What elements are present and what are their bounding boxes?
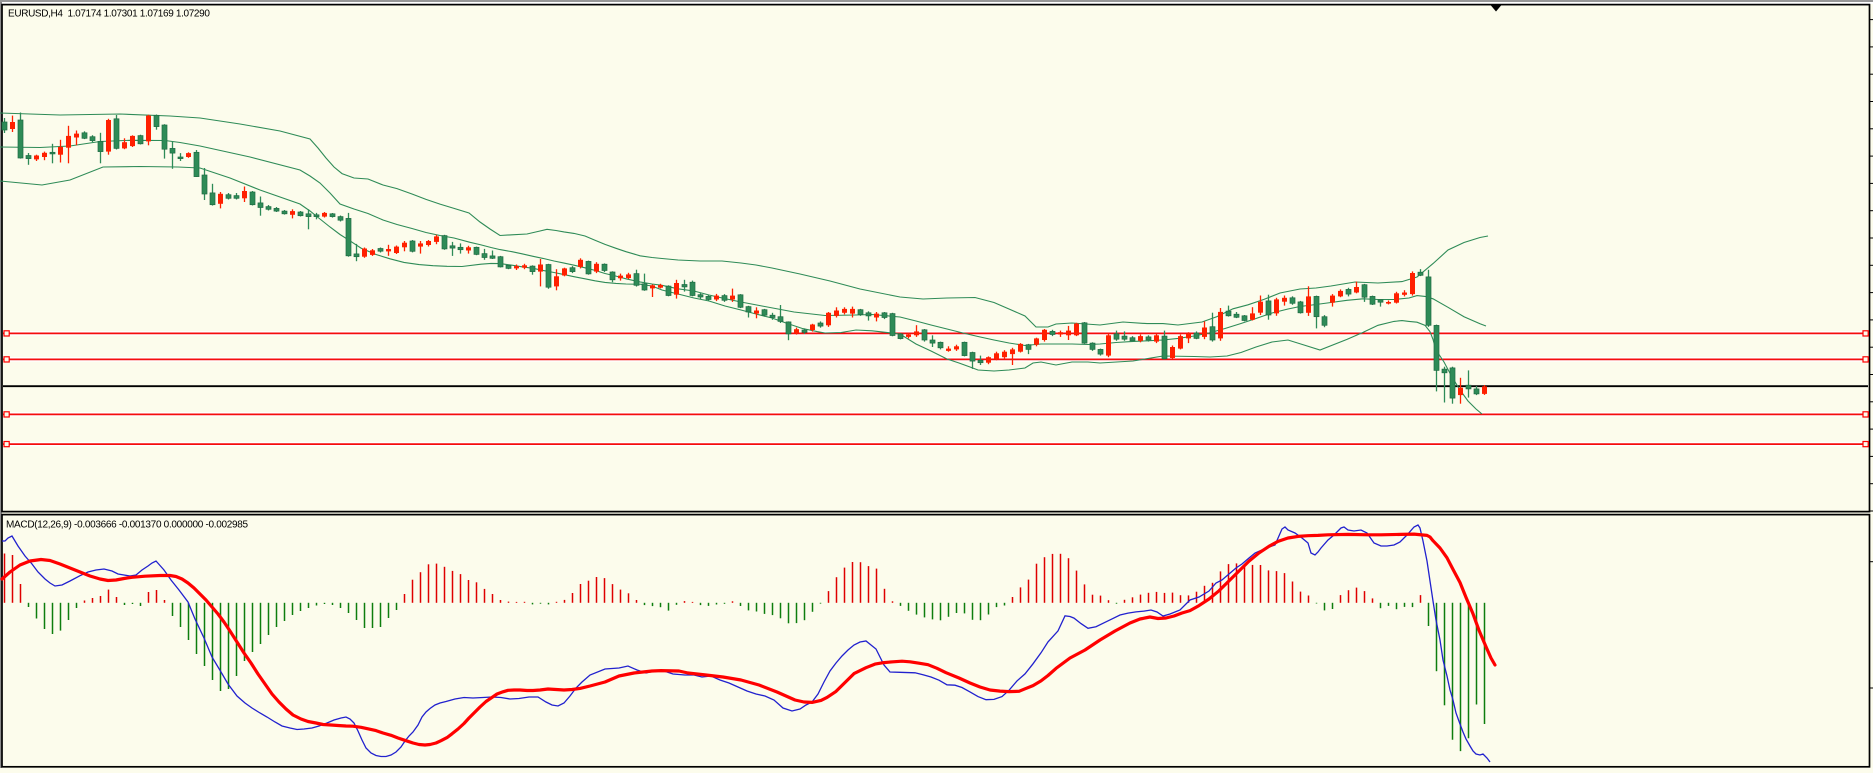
svg-text:MACD(12,26,9) -0.003666 -0.001: MACD(12,26,9) -0.003666 -0.001370 0.0000… bbox=[6, 520, 249, 531]
svg-text:EURUSD,H4 1.07174 1.07301 1.0: EURUSD,H4 1.07174 1.07301 1.07169 1.0729… bbox=[8, 9, 210, 20]
